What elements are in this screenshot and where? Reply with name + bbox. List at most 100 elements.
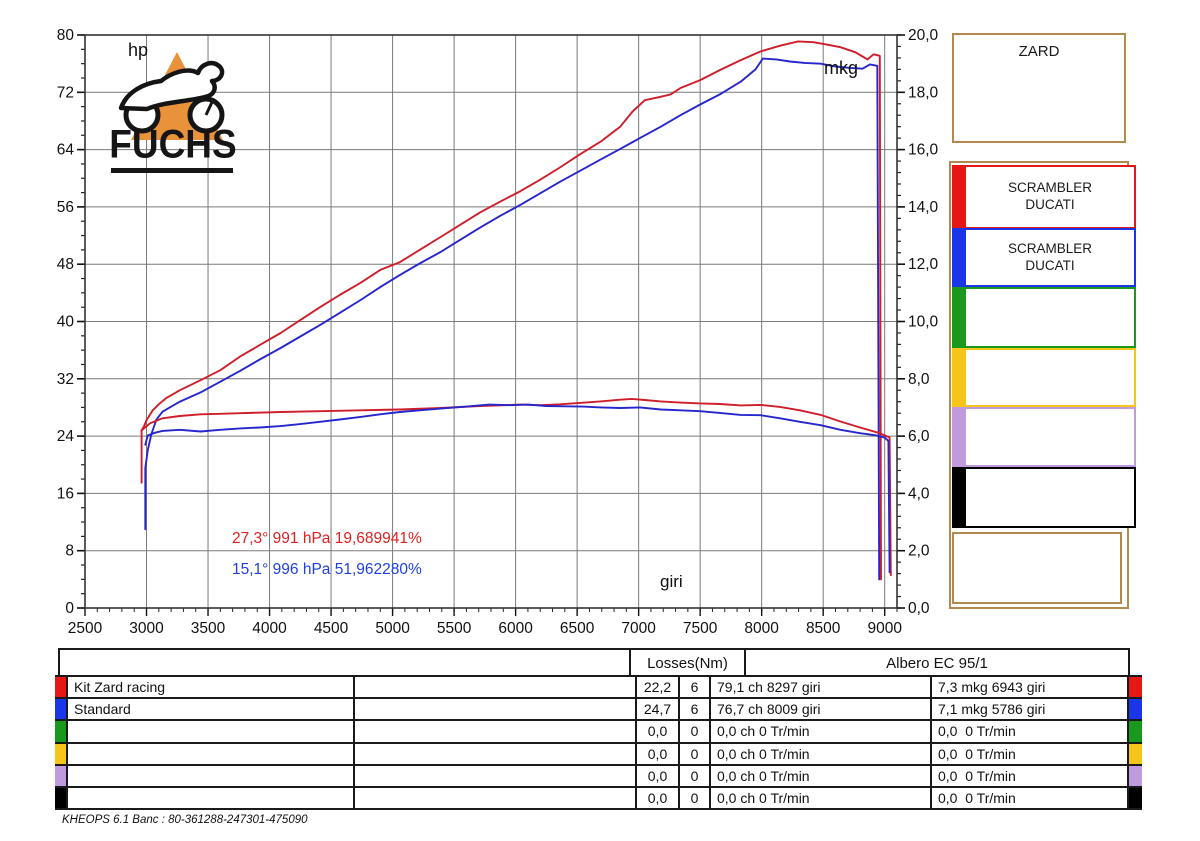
run-row-4[interactable]: 0,0 0 0,0 ch 0 Tr/min 0,0 0 Tr/min [55,743,1142,766]
right-tick-label: 2,0 [908,543,930,560]
run-row-6[interactable]: 0,0 0 0,0 ch 0 Tr/min 0,0 0 Tr/min [55,787,1142,811]
left-tick-label: 80 [57,27,75,44]
axis-unit-label: hp [128,40,148,60]
losses-value-cell: 22,2 [635,677,678,698]
legend-slot-5[interactable] [952,407,1136,467]
legend-frame: SCRAMBLER DUCATI SCRAMBLER DUCATI [949,161,1136,609]
max-power-cell: 0,0 ch 0 Tr/min [709,765,930,786]
series-left [144,57,881,581]
row-color-swatch-left [55,721,66,742]
max-torque-cell: 0,0 0 Tr/min [930,743,1129,764]
run-empty-cell [353,721,635,742]
series-right [144,403,891,574]
axis-unit-label: mkg [824,58,858,78]
x-tick-label: 2500 [68,620,103,637]
losses-gear-cell: 0 [678,787,709,809]
losses-value-cell: 24,7 [635,699,678,720]
legend-slot-empty[interactable] [952,532,1122,604]
x-tick-label: 5500 [437,620,472,637]
weather-annotation: 15,1° 996 hPa 51,962280% [232,561,422,578]
run-row-3[interactable]: 0,0 0 0,0 ch 0 Tr/min 0,0 0 Tr/min [55,721,1142,744]
row-color-swatch-right [1129,677,1142,698]
losses-value-cell: 0,0 [635,765,678,786]
row-color-swatch-left [55,765,66,786]
row-color-swatch-left [55,677,66,698]
run-empty-cell [353,677,635,698]
right-tick-label: 6,0 [908,428,930,445]
max-power-cell: 79,1 ch 8297 giri [709,677,930,698]
max-torque-cell: 0,0 0 Tr/min [930,721,1129,742]
weather-annotation: 27,3° 991 hPa 19,689941% [232,530,422,547]
fuchs-underline [111,168,233,173]
series-left [140,40,882,581]
max-torque-cell: 0,0 0 Tr/min [930,765,1129,786]
losses-gear-cell: 6 [678,699,709,720]
losses-value-cell: 0,0 [635,743,678,764]
losses-value-cell: 0,0 [635,787,678,809]
left-tick-label: 16 [57,485,74,502]
left-tick-label: 0 [65,600,74,617]
run-name-cell [66,787,353,809]
legend-slot-6[interactable] [952,467,1136,528]
fuchs-logo: FUCHS [105,36,245,178]
losses-gear-cell: 0 [678,743,709,764]
x-tick-label: 6000 [498,620,533,637]
header-albero-cell: Albero EC 95/1 [744,650,1128,677]
axis-unit-label: giri [660,572,683,591]
row-color-swatch-left [55,743,66,764]
right-tick-label: 12,0 [908,256,939,273]
series-right [140,397,892,577]
right-tick-label: 20,0 [908,27,939,44]
legend-slot-1[interactable]: SCRAMBLER DUCATI [952,165,1136,229]
run-name-cell: Kit Zard racing [66,677,353,698]
run-row-1[interactable]: Kit Zard racing 22,2 6 79,1 ch 8297 giri 7,3… [55,675,1142,700]
software-version-note: KHEOPS 6.1 Banc : 80-361288-247301-47509… [62,814,308,826]
row-color-swatch-right [1129,765,1142,786]
right-tick-label: 4,0 [908,485,930,502]
left-tick-label: 8 [65,543,74,560]
zard-label: ZARD [1018,43,1060,60]
x-tick-label: 3500 [191,620,226,637]
left-tick-label: 32 [57,371,74,388]
row-color-swatch-right [1129,787,1142,809]
legend-slot-2[interactable]: SCRAMBLER DUCATI [952,228,1136,287]
motorcycle-icon [118,52,225,140]
legend-slot-3[interactable] [952,287,1136,348]
row-color-swatch-left [55,787,66,809]
run-name-cell [66,743,353,764]
legend-slot-4[interactable] [952,348,1136,407]
x-tick-label: 5000 [375,620,410,637]
run-row-2[interactable]: Standard 24,7 6 76,7 ch 8009 giri 7,1 mkg 57… [55,699,1142,722]
run-name-cell: Standard [66,699,353,720]
run-row-5[interactable]: 0,0 0 0,0 ch 0 Tr/min 0,0 0 Tr/min [55,765,1142,788]
header-empty-cell [60,650,629,677]
x-tick-label: 4000 [252,620,287,637]
left-tick-label: 48 [57,256,74,273]
right-tick-label: 0,0 [908,600,930,617]
chart-canvas: 2500 3000 3500 4000 4500 5000 5500 6000 6500 7000… [57,27,939,637]
x-tick-label: 8000 [744,620,779,637]
x-tick-label: 9000 [867,620,902,637]
left-tick-label: 72 [57,84,74,101]
left-tick-label: 56 [57,199,74,216]
row-color-swatch-right [1129,699,1142,720]
run-name-cell [66,721,353,742]
x-tick-label: 4500 [314,620,349,637]
right-tick-label: 10,0 [908,314,939,331]
dyno-chart: 2500 3000 3500 4000 4500 5000 5500 6000 6500 7000… [57,27,939,637]
zard-header-box: ZARD [952,33,1126,143]
row-color-swatch-right [1129,721,1142,742]
x-tick-label: 3000 [129,620,164,637]
max-power-cell: 0,0 ch 0 Tr/min [709,721,930,742]
plot-border [84,34,898,609]
row-color-swatch-right [1129,743,1142,764]
left-tick-label: 40 [57,314,75,331]
run-empty-cell [353,743,635,764]
max-power-cell: 0,0 ch 0 Tr/min [709,743,930,764]
x-tick-label: 8500 [806,620,841,637]
max-torque-cell: 7,3 mkg 6943 giri [930,677,1129,698]
header-losses-cell: Losses(Nm) [629,650,744,677]
run-name-cell [66,765,353,786]
row-color-swatch-left [55,699,66,720]
run-empty-cell [353,699,635,720]
